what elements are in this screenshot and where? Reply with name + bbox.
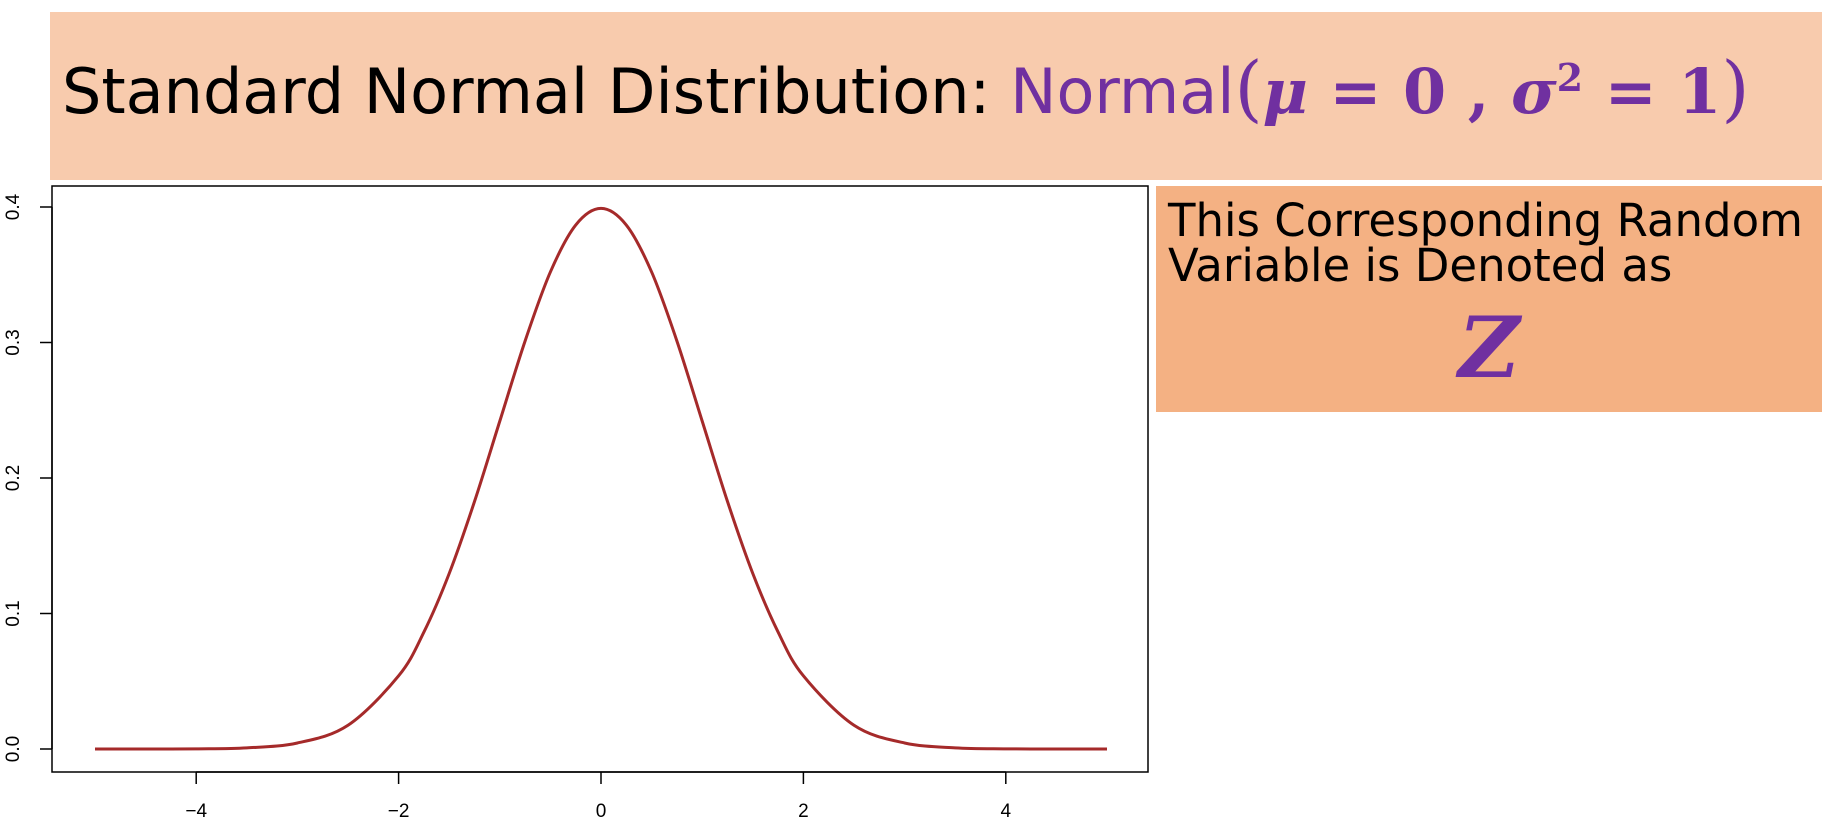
title-part-standard-normal: Standard Normal	[62, 55, 589, 128]
page-title: Standard Normal Distribution: Normal(μ =…	[62, 52, 1749, 124]
x-tick-label: −2	[388, 801, 410, 822]
formula-mu: μ	[1262, 55, 1308, 128]
y-tick-label: 0.3	[3, 329, 24, 355]
title-part-normal: Normal	[1010, 55, 1235, 128]
x-tick-label: 2	[798, 801, 809, 822]
title-part-distribution: Distribution:	[588, 55, 1011, 128]
formula-eq2: = 1	[1583, 55, 1722, 128]
y-tick-label: 0.0	[3, 736, 24, 762]
x-tick-label: 4	[1001, 801, 1012, 822]
y-axis: 0.0 0.1 0.2 0.3 0.4	[3, 193, 53, 762]
plot-frame	[51, 185, 1149, 773]
x-tick-label: 0	[596, 801, 607, 822]
y-tick-label: 0.2	[3, 465, 24, 491]
x-tick-label: −4	[185, 801, 207, 822]
x-axis: −4 −2 0 2 4	[185, 771, 1012, 822]
formula-eq1: = 0 ,	[1307, 55, 1511, 128]
formula-sigma: σ	[1510, 55, 1557, 128]
density-curve	[94, 206, 1108, 751]
title-band: Standard Normal Distribution: Normal(μ =…	[50, 12, 1822, 180]
y-tick-label: 0.4	[3, 193, 24, 220]
title-formula: (μ = 0 , σ2 = 1)	[1234, 52, 1749, 128]
random-variable-symbol: Z	[1458, 298, 1520, 397]
info-box-text: This Corresponding Random Variable is De…	[1168, 194, 1803, 292]
info-box: This Corresponding Random Variable is De…	[1156, 186, 1822, 412]
formula-open-paren: (	[1234, 46, 1263, 130]
formula-exponent: 2	[1556, 55, 1584, 100]
formula-close-paren: )	[1721, 46, 1750, 130]
y-tick-label: 0.1	[3, 600, 24, 626]
